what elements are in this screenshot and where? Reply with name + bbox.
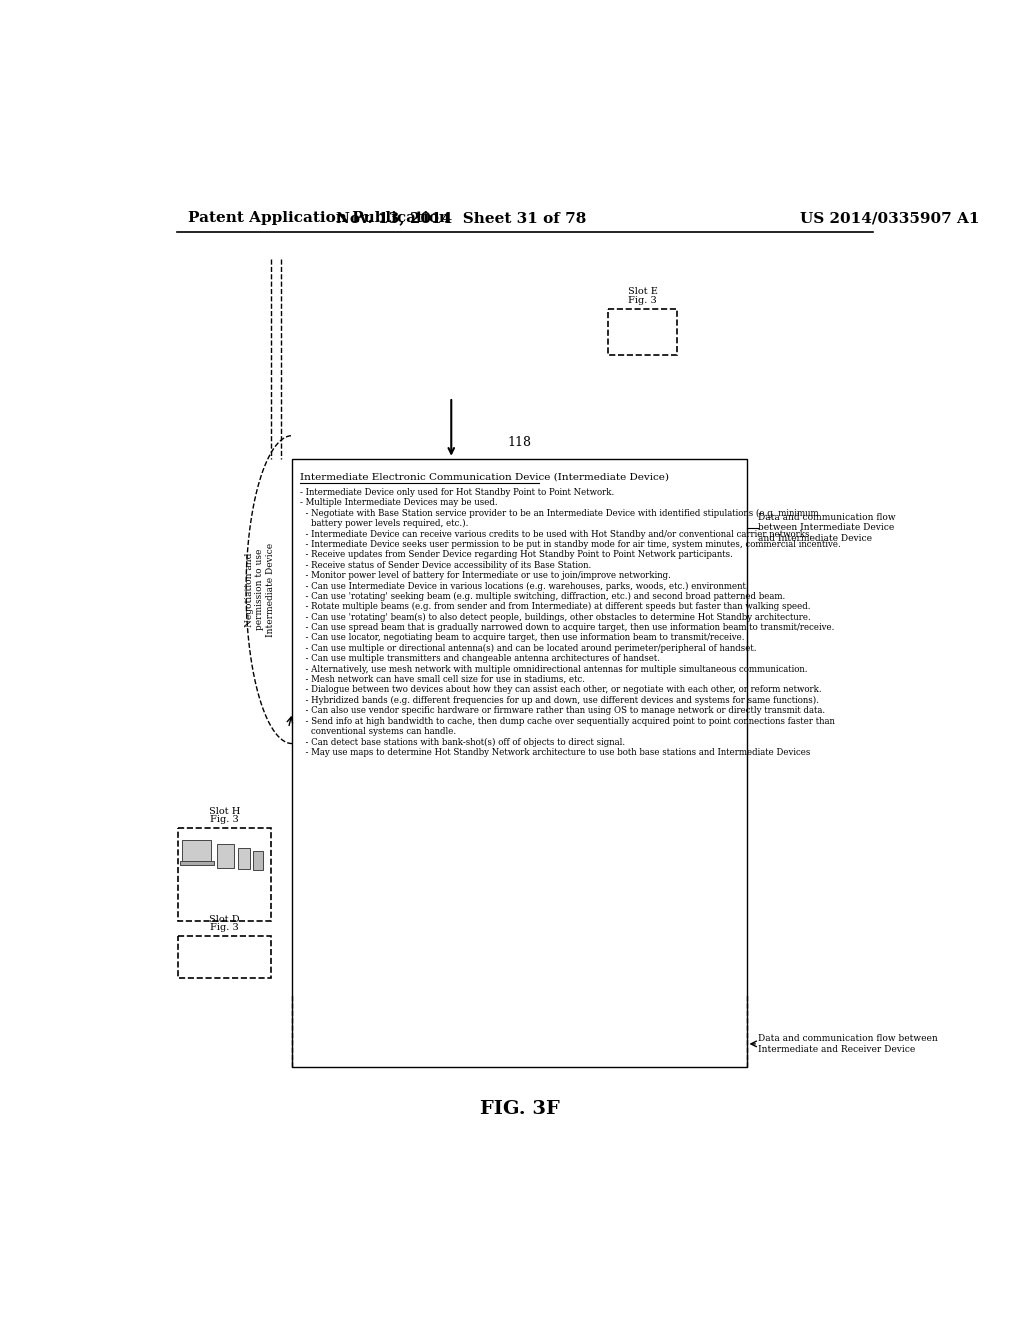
Text: battery power levels required, etc.).: battery power levels required, etc.). [300, 519, 468, 528]
Text: - Can also use vendor specific hardware or firmware rather than using OS to mana: - Can also use vendor specific hardware … [300, 706, 825, 715]
Text: Nov. 13, 2014  Sheet 31 of 78: Nov. 13, 2014 Sheet 31 of 78 [337, 211, 587, 226]
Text: - Dialogue between two devices about how they can assist each other, or negotiat: - Dialogue between two devices about how… [300, 685, 821, 694]
Bar [608, 309, 677, 355]
Bar [292, 459, 746, 1067]
Text: - Hybridized bands (e.g. different frequencies for up and down, use different de: - Hybridized bands (e.g. different frequ… [300, 696, 819, 705]
Text: - Can use spread beam that is gradually narrowed down to acquire target, then us: - Can use spread beam that is gradually … [300, 623, 835, 632]
Bar [178, 936, 270, 978]
Text: Data and communication flow
between Intermediate Device
and Intermediate Device: Data and communication flow between Inte… [758, 513, 896, 543]
Text: Slot E: Slot E [628, 288, 657, 296]
Text: US 2014/0335907 A1: US 2014/0335907 A1 [801, 211, 980, 226]
Text: Intermediate Electronic Communication Device (Intermediate Device): Intermediate Electronic Communication De… [300, 473, 669, 482]
Text: - Monitor power level of battery for Intermediate or use to join/improve network: - Monitor power level of battery for Int… [300, 572, 671, 579]
Text: - Can use multiple or directional antenna(s) and can be located around perimeter: - Can use multiple or directional antenn… [300, 644, 757, 653]
Text: - Negotiate with Base Station service provider to be an Intermediate Device with: - Negotiate with Base Station service pr… [300, 508, 818, 517]
Bar [182, 840, 211, 862]
Text: Patent Application Publication: Patent Application Publication [188, 211, 451, 226]
Text: - Can use 'rotating' seeking beam (e.g. multiple switching, diffraction, etc.) a: - Can use 'rotating' seeking beam (e.g. … [300, 591, 785, 601]
Text: - Can use locator, negotiating beam to acquire target, then use information beam: - Can use locator, negotiating beam to a… [300, 634, 744, 643]
Text: - Intermediate Device only used for Hot Standby Point to Point Network.: - Intermediate Device only used for Hot … [300, 488, 614, 496]
Text: Fig. 3: Fig. 3 [629, 296, 657, 305]
Text: - Mesh network can have small cell size for use in stadiums, etc.: - Mesh network can have small cell size … [300, 675, 585, 684]
Text: - Send info at high bandwidth to cache, then dump cache over sequentially acquir: - Send info at high bandwidth to cache, … [300, 717, 835, 726]
Text: FIG. 3F: FIG. 3F [479, 1101, 559, 1118]
Text: Slot D: Slot D [209, 915, 240, 924]
Text: Slot H: Slot H [209, 807, 241, 816]
Text: - Rotate multiple beams (e.g. from sender and from Intermediate) at different sp: - Rotate multiple beams (e.g. from sende… [300, 602, 810, 611]
Text: - Can use multiple transmitters and changeable antenna architectures of handset.: - Can use multiple transmitters and chan… [300, 655, 659, 663]
Text: Fig. 3: Fig. 3 [210, 816, 239, 825]
Bar [239, 847, 250, 869]
Text: - Intermediate Device can receive various credits to be used with Hot Standby an: - Intermediate Device can receive variou… [300, 529, 812, 539]
Bar [180, 862, 214, 866]
Bar [217, 843, 233, 869]
Bar [253, 851, 263, 870]
Text: Data and communication flow between
Intermediate and Receiver Device: Data and communication flow between Inte… [758, 1034, 938, 1053]
Bar [178, 829, 270, 921]
Text: - Multiple Intermediate Devices may be used.: - Multiple Intermediate Devices may be u… [300, 499, 498, 507]
Text: conventional systems can handle.: conventional systems can handle. [300, 727, 456, 737]
Text: - Intermediate Device seeks user permission to be put in standby mode for air ti: - Intermediate Device seeks user permiss… [300, 540, 841, 549]
Text: - Can use Intermediate Device in various locations (e.g. warehouses, parks, wood: - Can use Intermediate Device in various… [300, 582, 749, 590]
Text: - Receive status of Sender Device accessibility of its Base Station.: - Receive status of Sender Device access… [300, 561, 591, 570]
Text: - Receive updates from Sender Device regarding Hot Standby Point to Point Networ: - Receive updates from Sender Device reg… [300, 550, 733, 560]
Text: - Can use 'rotating' beam(s) to also detect people, buildings, other obstacles t: - Can use 'rotating' beam(s) to also det… [300, 612, 811, 622]
Text: - Alternatively, use mesh network with multiple omnidirectional antennas for mul: - Alternatively, use mesh network with m… [300, 665, 808, 673]
Text: 118: 118 [508, 437, 531, 449]
Text: - May use maps to determine Hot Standby Network architecture to use both base st: - May use maps to determine Hot Standby … [300, 748, 810, 756]
Text: Negotiation and
permission to use
Intermediate Device: Negotiation and permission to use Interm… [245, 543, 274, 636]
Text: - Can detect base stations with bank-shot(s) off of objects to direct signal.: - Can detect base stations with bank-sho… [300, 738, 625, 747]
Text: Fig. 3: Fig. 3 [210, 923, 239, 932]
